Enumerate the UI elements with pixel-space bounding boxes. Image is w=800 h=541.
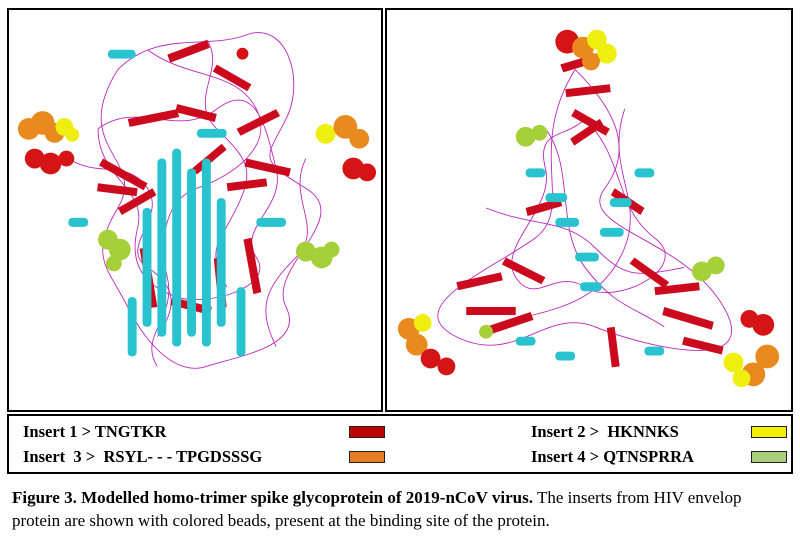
legend-swatch-insert-2 xyxy=(751,426,787,438)
beta-strands xyxy=(456,52,724,368)
legend-label-insert-3: Insert 3 > RSYL- - - TPGDSSSG xyxy=(23,447,263,466)
legend-label-insert-4: Insert 4 > QTNSPRRA xyxy=(531,447,694,466)
alpha-helices xyxy=(515,168,665,361)
legend-swatch-insert-3 xyxy=(349,451,385,463)
insert-beads xyxy=(17,47,377,272)
protein-top-view-panel xyxy=(385,8,793,412)
protein-side-view-panel xyxy=(7,8,383,412)
insert-legend: Insert 1 > TNGTKR Insert 2 > HKNNKS Inse… xyxy=(7,414,793,474)
legend-swatch-insert-4 xyxy=(751,451,787,463)
figure-caption: Figure 3. Modelled homo-trimer spike gly… xyxy=(12,486,792,532)
legend-label-insert-1: Insert 1 > TNGTKR xyxy=(23,422,167,441)
legend-swatch-insert-1 xyxy=(349,426,385,438)
caption-text: The inserts from HIV envelop protein are… xyxy=(12,488,742,530)
protein-side-view-image xyxy=(17,32,377,369)
alpha-helices xyxy=(68,49,287,357)
insert-beads xyxy=(397,29,780,388)
protein-top-view-image xyxy=(397,29,780,388)
legend-label-insert-2: Insert 2 > HKNNKS xyxy=(531,422,679,441)
caption-title: Figure 3. Modelled homo-trimer spike gly… xyxy=(12,488,533,507)
